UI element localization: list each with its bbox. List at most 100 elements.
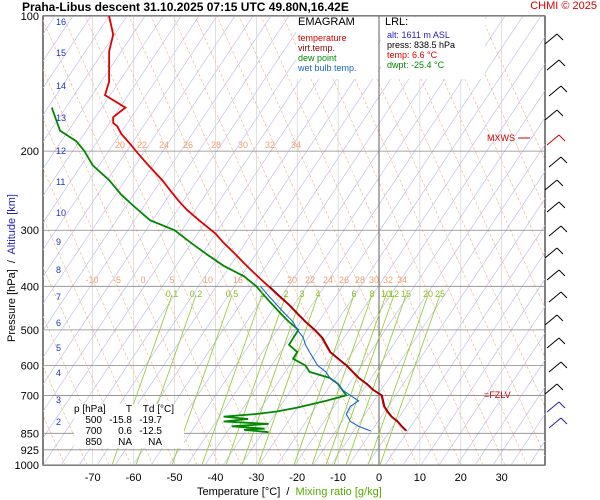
wind-barb-flag [560,417,568,425]
isotherm-line [114,16,416,465]
lrl-panel: LRL: alt: 1611 m ASL press: 838.5 hPa te… [381,17,485,79]
x-axis-label-sep: / [280,486,296,498]
adiabat-label: 28 [355,275,365,285]
adiabat-label: 32 [383,275,393,285]
wind-barb [548,361,562,373]
mixing-ratio-line [201,294,263,465]
isotherm-line [43,16,236,304]
dry-adiabat-line [150,16,352,465]
mixing-ratio-line [379,294,441,465]
isotherm-line [565,16,600,465]
mixing-ratio-label: 10 [381,289,391,299]
pressure-tick-label: 925 [21,445,39,457]
isotherm-line [150,16,452,465]
isotherm-line [43,16,182,224]
altitude-tick-label: 5 [56,343,61,353]
wind-barb-flag [560,291,568,299]
wind-barb-flag [556,33,564,41]
isotherm-line [43,16,218,277]
isotherm-line [43,16,164,197]
altitude-tick-label: 4 [56,368,61,378]
dry-adiabat-line [43,266,132,465]
isotherm-line [330,144,545,465]
mxws-marker: MXWS [487,133,515,143]
mixing-ratio-label: 12 [389,289,399,299]
table-header-td: Td [°C] [142,404,174,415]
pressure-tick-label: 700 [21,390,39,402]
table-cell: NA [148,437,162,448]
dry-adiabat-line [260,16,462,465]
levels-table-header: p [hPa] T Td [°C] [74,404,184,415]
x-tick-label: -20 [289,472,305,484]
wind-barb [548,85,562,97]
altitude-tick-label: 3 [56,395,61,405]
mixing-ratio-label: 0.1 [166,289,179,299]
dry-adiabat-line [43,167,176,465]
dry-adiabat-line [43,316,110,465]
pressure-tick-label: 100 [21,11,39,23]
adiabat-label: 30 [369,275,379,285]
isotherm-line [43,16,128,143]
wind-barb [548,291,562,303]
pressure-tick-label: 850 [21,428,39,440]
dry-adiabat-line [43,365,88,465]
pressure-tick-label: 400 [21,281,39,293]
wind-barb [544,109,558,121]
table-row: 700 0.6 -12.5 [74,426,184,437]
legend-item-dew-point: dew point [298,53,337,63]
plot-background [42,15,546,466]
dry-adiabat-line [282,16,484,465]
chart-title: Praha-Libus descent 31.10.2025 07:15 UTC… [22,0,349,14]
mixing-ratio-line [293,294,355,465]
isotherm-line [366,198,545,465]
wind-barb-flag [558,337,566,345]
wind-barb-flag [560,156,568,164]
altitude-tick-label: 6 [56,318,61,328]
wind-barb [544,383,558,395]
altitude-tick-label: 2 [56,417,61,427]
wind-barb-flag [558,134,566,142]
wind-barb-flag [558,201,566,209]
isotherm-line [132,16,434,465]
altitude-tick-label: 14 [56,81,66,91]
dry-adiabat-line [326,16,528,465]
isotherm-line [258,36,545,465]
mixing-ratio-label: 25 [435,289,445,299]
lrl-press: press: 838.5 hPa [387,40,456,50]
mixing-ratio-line [345,294,407,465]
y-axis-label-sep: / [6,254,18,270]
wind-barb [546,201,560,213]
chart-grid [0,16,600,465]
x-tick-label: -10 [330,472,346,484]
adiabat-label: 26 [183,140,193,150]
legend-item-virt-temp: virt.temp. [298,43,336,53]
mixing-ratio-label: 8 [369,289,374,299]
isotherm-line [222,16,524,465]
table-cell: 850 [85,437,102,448]
lrl-alt: alt: 1611 m ASL [387,30,450,40]
adiabat-label: 32 [265,140,275,150]
wind-barb [548,417,562,429]
wind-barb [544,247,558,259]
dry-adiabat-line [84,16,286,465]
mixing-ratio-line [311,294,373,465]
legend-item-temperature: temperature [298,33,347,43]
isotherm-line [0,16,1,465]
pressure-tick-label: 600 [21,360,39,372]
series-line-dew-point [50,107,348,434]
isotherm-line [456,332,545,465]
isotherm-line [43,16,344,465]
adiabat-label: 24 [323,275,333,285]
isotherm-line [168,16,470,465]
pressure-tick-label: 1000 [15,460,39,472]
lrl-title: LRL: [385,16,409,28]
wind-barb-flag [556,109,564,117]
adiabat-label: 22 [305,275,315,285]
mixing-ratio-label: 6 [351,289,356,299]
adiabat-label: -10 [85,275,98,285]
altitude-tick-label: 16 [56,17,66,27]
wind-barb [546,401,560,413]
wind-barbs [544,33,568,429]
